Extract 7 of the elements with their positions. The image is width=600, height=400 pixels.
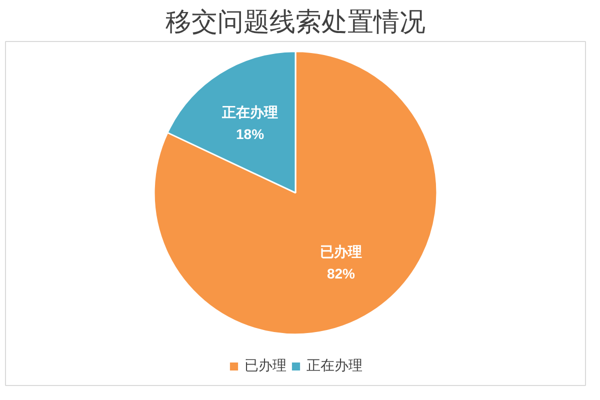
legend-label: 已办理 [244, 357, 286, 375]
slice-label: 正在办理 [221, 104, 278, 120]
legend-label: 正在办理 [306, 357, 362, 375]
data-label: 82% [326, 266, 356, 282]
chart-title: 移交问题线索处置情况 [166, 8, 426, 36]
data-label: 18% [236, 126, 265, 142]
slice-label: 已办理 [320, 244, 362, 260]
